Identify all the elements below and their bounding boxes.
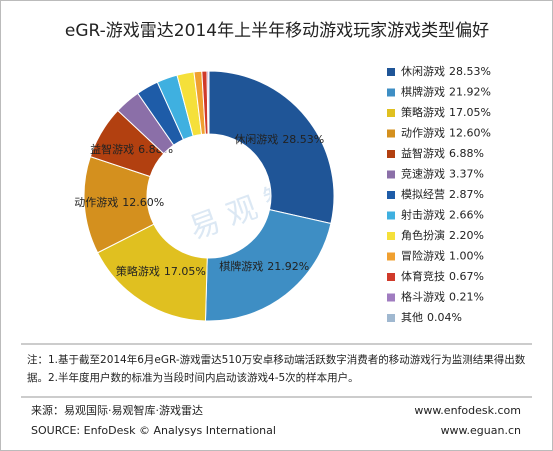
url: www.enfodesk.com (414, 404, 521, 417)
data-label-name: 休闲游戏 (234, 132, 278, 146)
legend-swatch (387, 252, 395, 261)
legend-swatch (387, 68, 395, 76)
legend-swatch (387, 150, 395, 158)
legend-entry: 格斗游戏 0.21% (401, 290, 484, 304)
legend-name: 益智游戏 (401, 146, 445, 160)
legend-value: 1.00% (449, 250, 484, 263)
legend-value: 0.04% (427, 311, 462, 324)
data-label: 策略游戏 17.05% (116, 264, 206, 278)
legend-name: 休闲游戏 (401, 64, 445, 78)
url: www.eguan.cn (441, 424, 521, 437)
data-label: 棋牌游戏 21.92% (219, 259, 309, 273)
legend-value: 17.05% (449, 106, 491, 119)
legend-name: 动作游戏 (401, 127, 445, 140)
legend-value: 0.21% (449, 291, 484, 304)
data-label-name: 益智游戏 (90, 142, 134, 156)
legend-name: 格斗游戏 (401, 290, 445, 304)
legend-name: 其他 (401, 311, 423, 324)
legend-swatch (387, 232, 395, 240)
legend-name: 模拟经营 (401, 187, 445, 201)
data-label-name: 动作游戏 (74, 196, 118, 209)
legend-name: 体育竞技 (401, 269, 445, 283)
data-label-value: 28.53% (282, 133, 324, 146)
data-label-value: 12.60% (122, 196, 164, 209)
legend-name: 棋牌游戏 (401, 85, 445, 99)
legend-entry: 冒险游戏 1.00% (401, 249, 484, 263)
data-label: 动作游戏 12.60% (74, 196, 164, 209)
legend-entry: 竞速游戏 3.37% (401, 167, 484, 181)
legend-swatch (387, 314, 395, 322)
legend-name: 策略游戏 (401, 105, 445, 119)
legend-value: 28.53% (449, 65, 491, 78)
data-label-value: 21.92% (267, 260, 309, 273)
slice (208, 70, 335, 225)
legend-entry: 策略游戏 17.05% (401, 105, 491, 119)
legend-entry: 模拟经营 2.87% (401, 187, 484, 201)
legend-name: 角色扮演 (401, 228, 445, 242)
legend-name: 冒险游戏 (401, 249, 445, 263)
slice (204, 209, 332, 322)
legend-entry: 动作游戏 12.60% (401, 127, 491, 140)
legend-entry: 体育竞技 0.67% (401, 269, 484, 283)
legend-value: 6.88% (449, 147, 484, 160)
legend-value: 0.67% (449, 270, 484, 283)
legend-value: 2.66% (449, 209, 484, 222)
legend-entry: 角色扮演 2.20% (401, 228, 484, 242)
legend-entry: 休闲游戏 28.53% (401, 64, 491, 78)
legend-name: 射击游戏 (401, 208, 445, 222)
legend-value: 3.37% (449, 168, 484, 181)
source-en: SOURCE: EnfoDesk © Analysys Internationa… (31, 424, 276, 437)
data-label-name: 棋牌游戏 (219, 259, 263, 273)
data-label-value: 17.05% (164, 265, 206, 278)
legend-value: 12.60% (449, 127, 491, 140)
legend-entry: 棋牌游戏 21.92% (401, 85, 491, 99)
note: 注：1.基于截至2014年6月eGR-游戏雷达510万安卓移动端活跃数字消费者的… (27, 354, 526, 384)
legend-value: 2.20% (449, 229, 484, 242)
source: 来源：易观国际·易观智库·游戏雷达 (31, 403, 203, 417)
legend-swatch (387, 88, 395, 97)
legend-value: 2.87% (449, 188, 484, 201)
legend-swatch (387, 211, 395, 220)
legend-swatch (387, 129, 395, 138)
chart-title: eGR-游戏雷达2014年上半年移动游戏玩家游戏类型偏好 (65, 21, 489, 41)
legend-swatch (387, 109, 395, 117)
legend-entry: 益智游戏 6.88% (401, 146, 484, 160)
data-label: 休闲游戏 28.53% (234, 132, 324, 146)
legend-swatch (387, 293, 395, 302)
data-label-name: 策略游戏 (116, 264, 160, 278)
legend-entry: 其他 0.04% (401, 311, 462, 324)
legend-value: 21.92% (449, 86, 491, 99)
legend-swatch (387, 273, 395, 281)
legend-entry: 射击游戏 2.66% (401, 208, 484, 222)
legend-swatch (387, 170, 395, 179)
legend-name: 竞速游戏 (401, 167, 445, 181)
legend-swatch (387, 191, 395, 199)
